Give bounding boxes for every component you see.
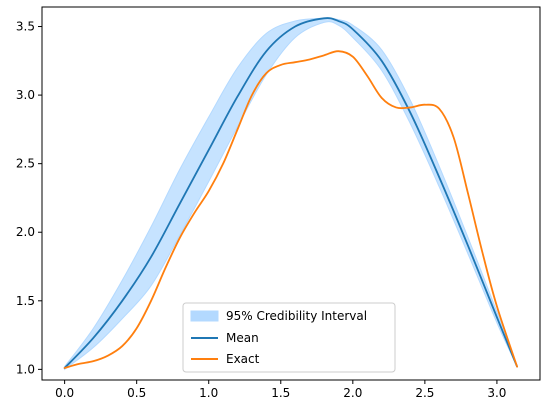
ticks-layer: 0.0 0.5 1.0 1.5 2.0 2.5 3.0 1.0 1.5 2.0 2.5 3.0 3.5 [16,20,507,400]
series-line-exact [63,50,518,369]
x-tick-label: 2.0 [343,386,362,400]
y-tick-label: 1.0 [16,362,35,376]
x-tick-label: 0.5 [127,386,146,400]
x-tick-label: 1.5 [271,386,290,400]
legend-exact-label: Exact [226,352,260,366]
lines-layer [63,17,518,369]
x-tick-label: 2.5 [415,386,434,400]
axes-frame [41,6,541,381]
legend: 95% Credibility Interval Mean Exact [182,302,396,373]
x-tick-label: 0.0 [55,386,74,400]
y-tick-label: 3.5 [16,20,35,34]
legend-interval-swatch [190,310,219,322]
y-tick-label: 2.0 [16,225,35,239]
x-tick-label: 3.0 [487,386,506,400]
y-tick-label: 2.5 [16,157,35,171]
x-tick-label: 1.0 [199,386,218,400]
legend-frame [182,302,396,373]
series-line-mean [63,17,518,369]
axes-layer [41,6,541,381]
legend-mean-label: Mean [226,331,259,345]
y-tick-label: 1.5 [16,294,35,308]
legend-interval-label: 95% Credibility Interval [226,309,367,323]
y-tick-label: 3.0 [16,88,35,102]
